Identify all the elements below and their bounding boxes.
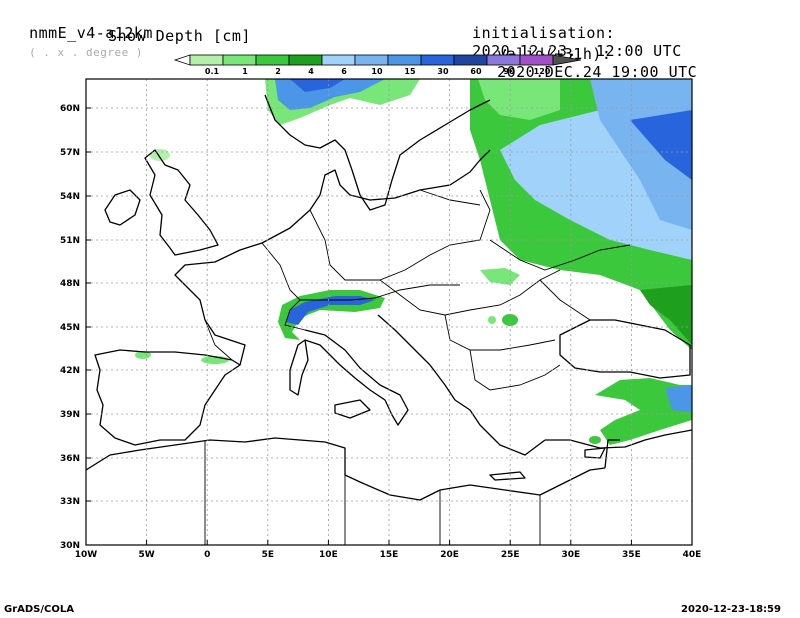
colorbar-label: 15: [404, 67, 416, 76]
lon-label: 5W: [138, 550, 154, 560]
lon-label: 40E: [683, 550, 702, 560]
footer-credit: GrADS/COLA: [4, 604, 74, 615]
init-label: initialisation:: [472, 24, 616, 42]
map-frame: [85, 78, 693, 546]
variable-title: Snow Depth [cm]: [108, 27, 251, 45]
colorbar-segment: [222, 54, 257, 66]
colorbar-label: 1: [242, 67, 248, 76]
colorbar: 0.1 1 2 4 6 10 15 30 60 90 120: [173, 54, 582, 76]
snow-alps-deep: [286, 296, 375, 325]
colorbar-label: 4: [308, 67, 314, 76]
lon-label: 10W: [75, 550, 98, 560]
colorbar-label: 60: [470, 67, 482, 76]
valid-time: valid(+31h): 2020.DEC.24 19:00 UTC: [478, 27, 697, 81]
colorbar-segment: [387, 54, 422, 66]
lon-label: 15E: [380, 550, 399, 560]
colorbar-label: 0.1: [205, 67, 220, 76]
colorbar-segment: [255, 54, 290, 66]
borders: [204, 189, 631, 545]
colorbar-segment: [519, 54, 554, 66]
lon-label: 5E: [262, 550, 274, 560]
lat-label: 42N: [60, 366, 80, 376]
colorbar-segment: [288, 54, 323, 66]
colorbar-label: 6: [341, 67, 347, 76]
colorbar-segment: [354, 54, 389, 66]
snow-fields: [135, 79, 692, 445]
lat-label: 60N: [60, 104, 80, 114]
colorbar-high-arrow: [552, 54, 582, 66]
colorbar-segment: [420, 54, 455, 66]
lat-label: 39N: [60, 410, 80, 420]
snow-carpathians: [480, 268, 520, 285]
lat-label: 45N: [60, 323, 80, 333]
lat-label: 57N: [60, 148, 80, 158]
lat-label: 33N: [60, 497, 80, 507]
lon-label: 25E: [501, 550, 520, 560]
colorbar-segment: [321, 54, 356, 66]
lon-label: 0: [204, 550, 210, 560]
lat-label: 54N: [60, 192, 80, 202]
graticule: [85, 79, 693, 546]
lon-label: 20E: [440, 550, 459, 560]
colorbar-label: 2: [275, 67, 281, 76]
colorbar-low-arrow: [173, 54, 191, 66]
lon-label: 35E: [622, 550, 641, 560]
colorbar-segment: [189, 54, 224, 66]
snow-iberia: [135, 351, 151, 359]
colorbar-label: 10: [371, 67, 383, 76]
colorbar-label: 30: [437, 67, 449, 76]
lon-label: 30E: [561, 550, 580, 560]
latitude-labels: 60N 57N 54N 51N 48N 45N 42N 39N 36N 33N 30N: [60, 104, 80, 551]
colorbar-segment: [453, 54, 488, 66]
valid-value: 2020.DEC.24 19:00 UTC: [497, 63, 698, 81]
footer-timestamp: 2020-12-23-18:59: [681, 604, 781, 615]
snow-scotland: [150, 149, 170, 161]
lat-label: 36N: [60, 454, 80, 464]
lat-label: 51N: [60, 236, 80, 246]
colorbar-label: 90: [503, 67, 515, 76]
lon-label: 10E: [319, 550, 338, 560]
model-name: nmmE_v4-a12km ( . x . degree ): [29, 24, 153, 59]
projection-note: ( . x . degree ): [29, 46, 144, 59]
lat-label: 48N: [60, 279, 80, 289]
colorbar-segment: [486, 54, 521, 66]
lat-label: 30N: [60, 541, 80, 551]
longitude-labels: 10W 5W 0 5E 10E 15E 20E 25E 30E 35E 40E: [75, 550, 702, 560]
colorbar-label: 120: [534, 67, 551, 76]
